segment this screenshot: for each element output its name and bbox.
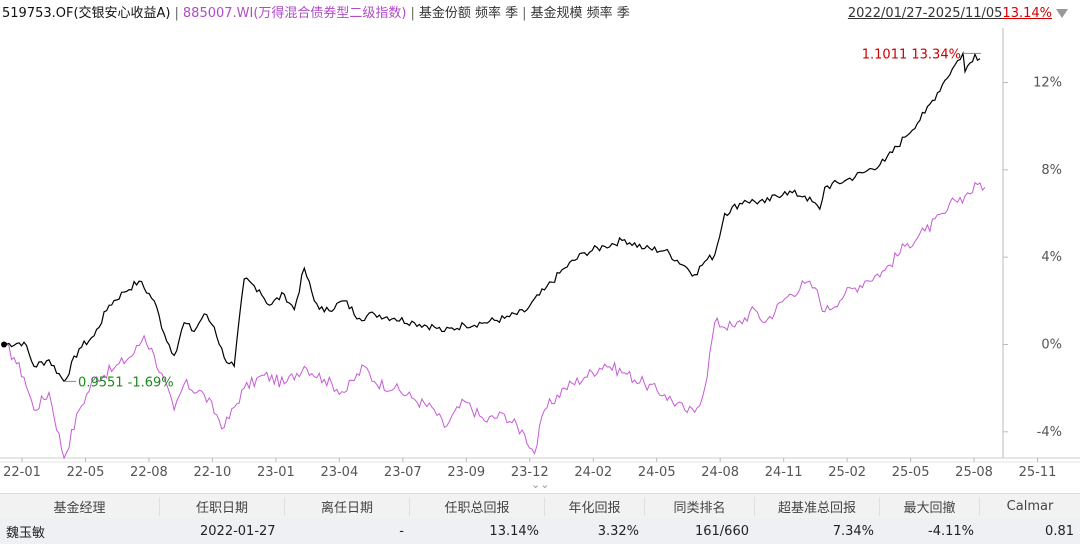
manager-name[interactable]: 魏玉敏 bbox=[6, 525, 46, 541]
col-header: 任职总回报 bbox=[410, 496, 545, 516]
col-header: 任职日期 bbox=[160, 496, 285, 516]
y-tick-label: 0% bbox=[1041, 337, 1062, 352]
x-tick-label: 22-01 bbox=[3, 465, 41, 478]
x-tick-label: 24-05 bbox=[638, 465, 676, 478]
chevron-down-icon[interactable] bbox=[1056, 9, 1068, 18]
col-header: 离任日期 bbox=[285, 496, 410, 516]
col-header: Calmar bbox=[1006, 498, 1054, 514]
chevron-down-icon[interactable]: ⌄⌄ bbox=[531, 478, 550, 491]
table-header: 基金经理 任职日期 离任日期 任职总回报 年化回报 同类排名 超基准总回报 最大… bbox=[0, 493, 1080, 518]
cell: 0.81 bbox=[1045, 523, 1074, 539]
y-tick-label: 4% bbox=[1041, 250, 1062, 265]
x-tick-label: 23-04 bbox=[320, 465, 358, 478]
legend-scale[interactable]: 基金规模 频率 季 bbox=[530, 6, 630, 21]
legend-separator: | bbox=[174, 6, 179, 21]
x-tick-label: 24-02 bbox=[574, 465, 612, 478]
x-tick-label: 24-11 bbox=[765, 465, 803, 478]
legend-fund[interactable]: 519753.OF(交银安心收益A) bbox=[2, 6, 171, 21]
x-tick-label: 23-09 bbox=[447, 465, 485, 478]
chart-legend: 519753.OF(交银安心收益A) | 885007.WI(万得混合债券型二级指数… bbox=[2, 4, 630, 24]
x-tick-label: 24-08 bbox=[701, 465, 739, 478]
y-tick-label: -4% bbox=[1037, 425, 1062, 440]
cell: 161/660 bbox=[694, 523, 749, 539]
x-tick-label: 22-08 bbox=[130, 465, 168, 478]
table-row[interactable]: 魏玉敏 2022-01-27 - 13.14% 3.32% 161/660 7.… bbox=[0, 518, 1080, 544]
x-tick-label: 25-08 bbox=[955, 465, 993, 478]
x-tick-label: 25-02 bbox=[828, 465, 866, 478]
start-point bbox=[1, 341, 7, 348]
cell: 2022-01-27 bbox=[200, 523, 276, 539]
min-label: 0.9551 -1.69% bbox=[78, 375, 174, 390]
cell: 7.34% bbox=[832, 523, 874, 539]
cell: 3.32% bbox=[597, 523, 639, 539]
legend-separator: | bbox=[410, 6, 415, 21]
x-tick-label: 23-01 bbox=[257, 465, 295, 478]
x-tick-label: 23-07 bbox=[384, 465, 422, 478]
col-header: 同类排名 bbox=[645, 496, 755, 516]
date-range[interactable]: 2022/01/27-2025/11/0513.14% bbox=[848, 4, 1052, 24]
y-tick-label: 8% bbox=[1041, 163, 1062, 178]
x-tick-label: 25-05 bbox=[892, 465, 930, 478]
x-tick-label: 23-12 bbox=[511, 465, 549, 478]
col-header: 超基准总回报 bbox=[755, 496, 880, 516]
x-tick-label: 22-10 bbox=[194, 465, 232, 478]
x-tick-label: 25-11 bbox=[1019, 465, 1057, 478]
series-line-fund bbox=[3, 51, 981, 383]
date-range-text[interactable]: 2022/01/27-2025/11/05 bbox=[847, 6, 1003, 21]
x-tick-label: 22-05 bbox=[67, 465, 105, 478]
cell: 13.14% bbox=[489, 523, 539, 539]
col-header: 最大回撤 bbox=[880, 496, 980, 516]
col-header: 基金经理 bbox=[0, 496, 160, 516]
cell: - bbox=[399, 523, 404, 539]
legend-separator: | bbox=[522, 6, 527, 21]
col-header: 年化回报 bbox=[545, 496, 645, 516]
legend-index[interactable]: 885007.WI(万得混合债券型二级指数) bbox=[182, 6, 407, 21]
series-line-index bbox=[3, 181, 986, 460]
max-label: 1.1011 13.34% bbox=[862, 47, 961, 62]
cell: -4.11% bbox=[928, 523, 974, 539]
performance-chart: 12% 8% 4% 0% -4% 22-01 22-05 22-08 22-10 23-01 23-… bbox=[0, 28, 1080, 478]
manager-table: 基金经理 任职日期 离任日期 任职总回报 年化回报 同类排名 超基准总回报 最大… bbox=[0, 493, 1080, 544]
legend-share[interactable]: 基金份额 频率 季 bbox=[418, 6, 519, 21]
range-return: 13.14% bbox=[1002, 6, 1052, 21]
y-tick-label: 12% bbox=[1033, 76, 1062, 91]
